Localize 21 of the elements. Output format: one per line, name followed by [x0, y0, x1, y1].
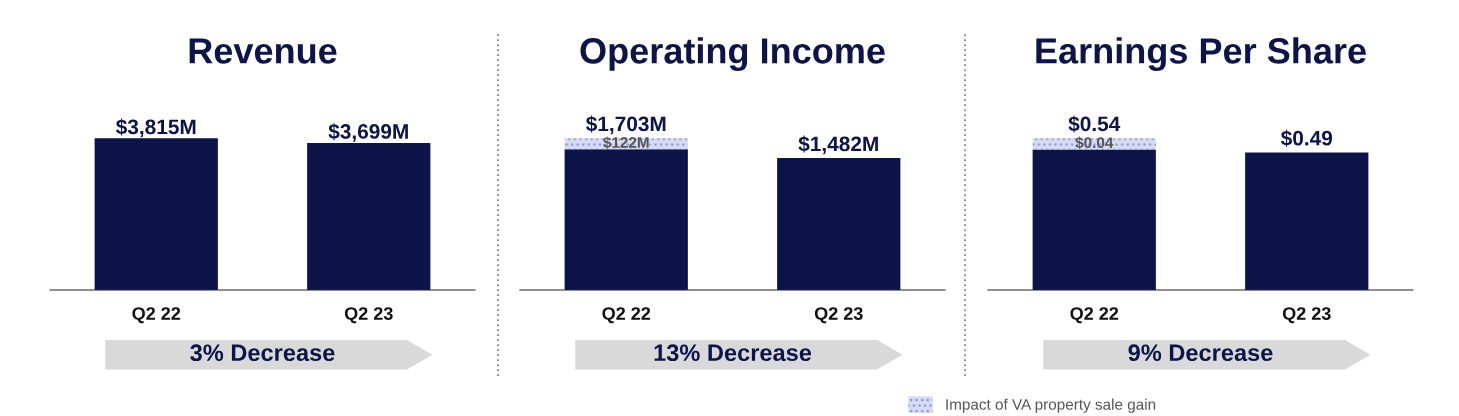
total-label: $0.54	[1068, 115, 1121, 133]
x-tick-label: Q2 22	[1070, 307, 1119, 324]
chart-title: Earnings Per Share	[1036, 37, 1366, 71]
data-label: $122M	[603, 136, 649, 149]
x-tick-label: Q2 23	[1282, 307, 1331, 324]
x-tick-label: Q2 22	[132, 307, 181, 324]
total-label: $0.49	[1280, 129, 1333, 147]
data-label: $3,699M	[328, 123, 408, 142]
data-label: $0.04	[1075, 136, 1114, 150]
text: 9% Decrease	[1128, 344, 1273, 362]
chart-title: Revenue	[189, 38, 337, 64]
text: 3% Decrease	[190, 344, 335, 362]
chart-title: Operating Income	[580, 37, 885, 71]
x-tick-label: Q2 23	[814, 307, 863, 324]
data-label: $3,815M	[115, 118, 196, 138]
x-tick-label: Q2 22	[602, 307, 651, 324]
total-label: $1,703M	[585, 115, 666, 135]
legend-label: Impact of VA property sale gain	[946, 398, 1156, 413]
x-tick-label: Q2 23	[344, 307, 393, 324]
text: 13% Decrease	[654, 344, 812, 362]
total-label: $1,482M	[798, 135, 878, 155]
